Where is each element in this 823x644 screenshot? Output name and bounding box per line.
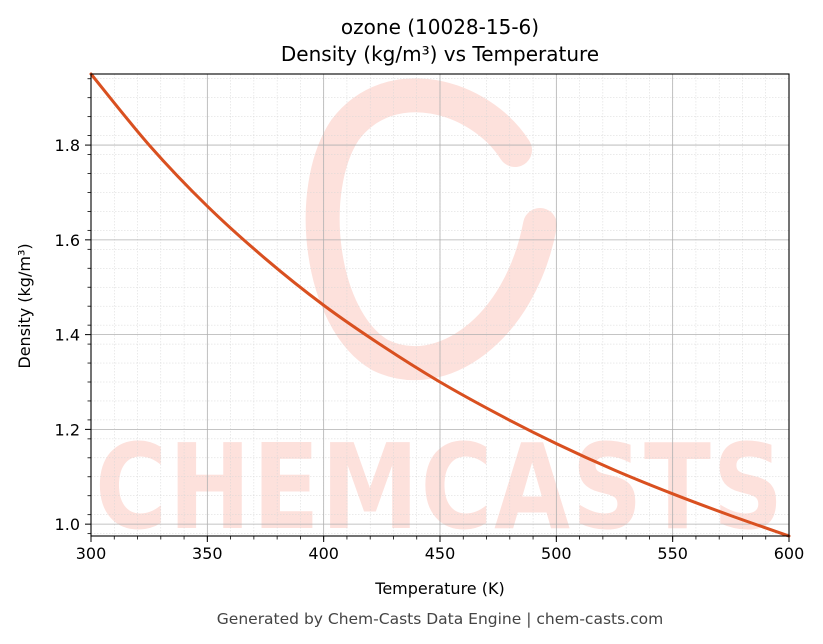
- x-tick-label: 300: [76, 544, 107, 563]
- x-tick-label: 600: [774, 544, 805, 563]
- series-layer: [89, 72, 791, 538]
- y-tick-label: 1.0: [55, 515, 80, 534]
- x-tick-label: 450: [425, 544, 456, 563]
- y-tick-labels: 1.0 1.2 1.4 1.6 1.8: [55, 136, 80, 534]
- x-tick-label: 400: [308, 544, 339, 563]
- grid: [90, 74, 790, 536]
- x-tick-label: 550: [657, 544, 688, 563]
- watermark: CHEMCASTS: [95, 78, 785, 556]
- x-tick-label: 500: [541, 544, 572, 563]
- footer-credit: Generated by Chem-Casts Data Engine | ch…: [217, 610, 663, 628]
- y-tick-label: 1.6: [55, 231, 80, 250]
- y-tick-label: 1.8: [55, 136, 80, 155]
- chart-subtitle: Density (kg/m³) vs Temperature: [281, 42, 599, 66]
- watermark-text: CHEMCASTS: [95, 418, 785, 556]
- y-axis-label: Density (kg/m³): [15, 243, 34, 368]
- x-axis-label: Temperature (K): [374, 579, 504, 598]
- chart-title: ozone (10028-15-6): [341, 15, 539, 39]
- watermark-logo-ring: [305, 78, 557, 381]
- density-series-line: [89, 72, 791, 538]
- y-tick-label: 1.2: [55, 420, 80, 439]
- x-tick-labels: 300 350 400 450 500 550 600: [76, 544, 805, 563]
- ticks: [85, 78, 790, 542]
- x-tick-label: 350: [192, 544, 223, 563]
- y-tick-label: 1.4: [55, 326, 80, 345]
